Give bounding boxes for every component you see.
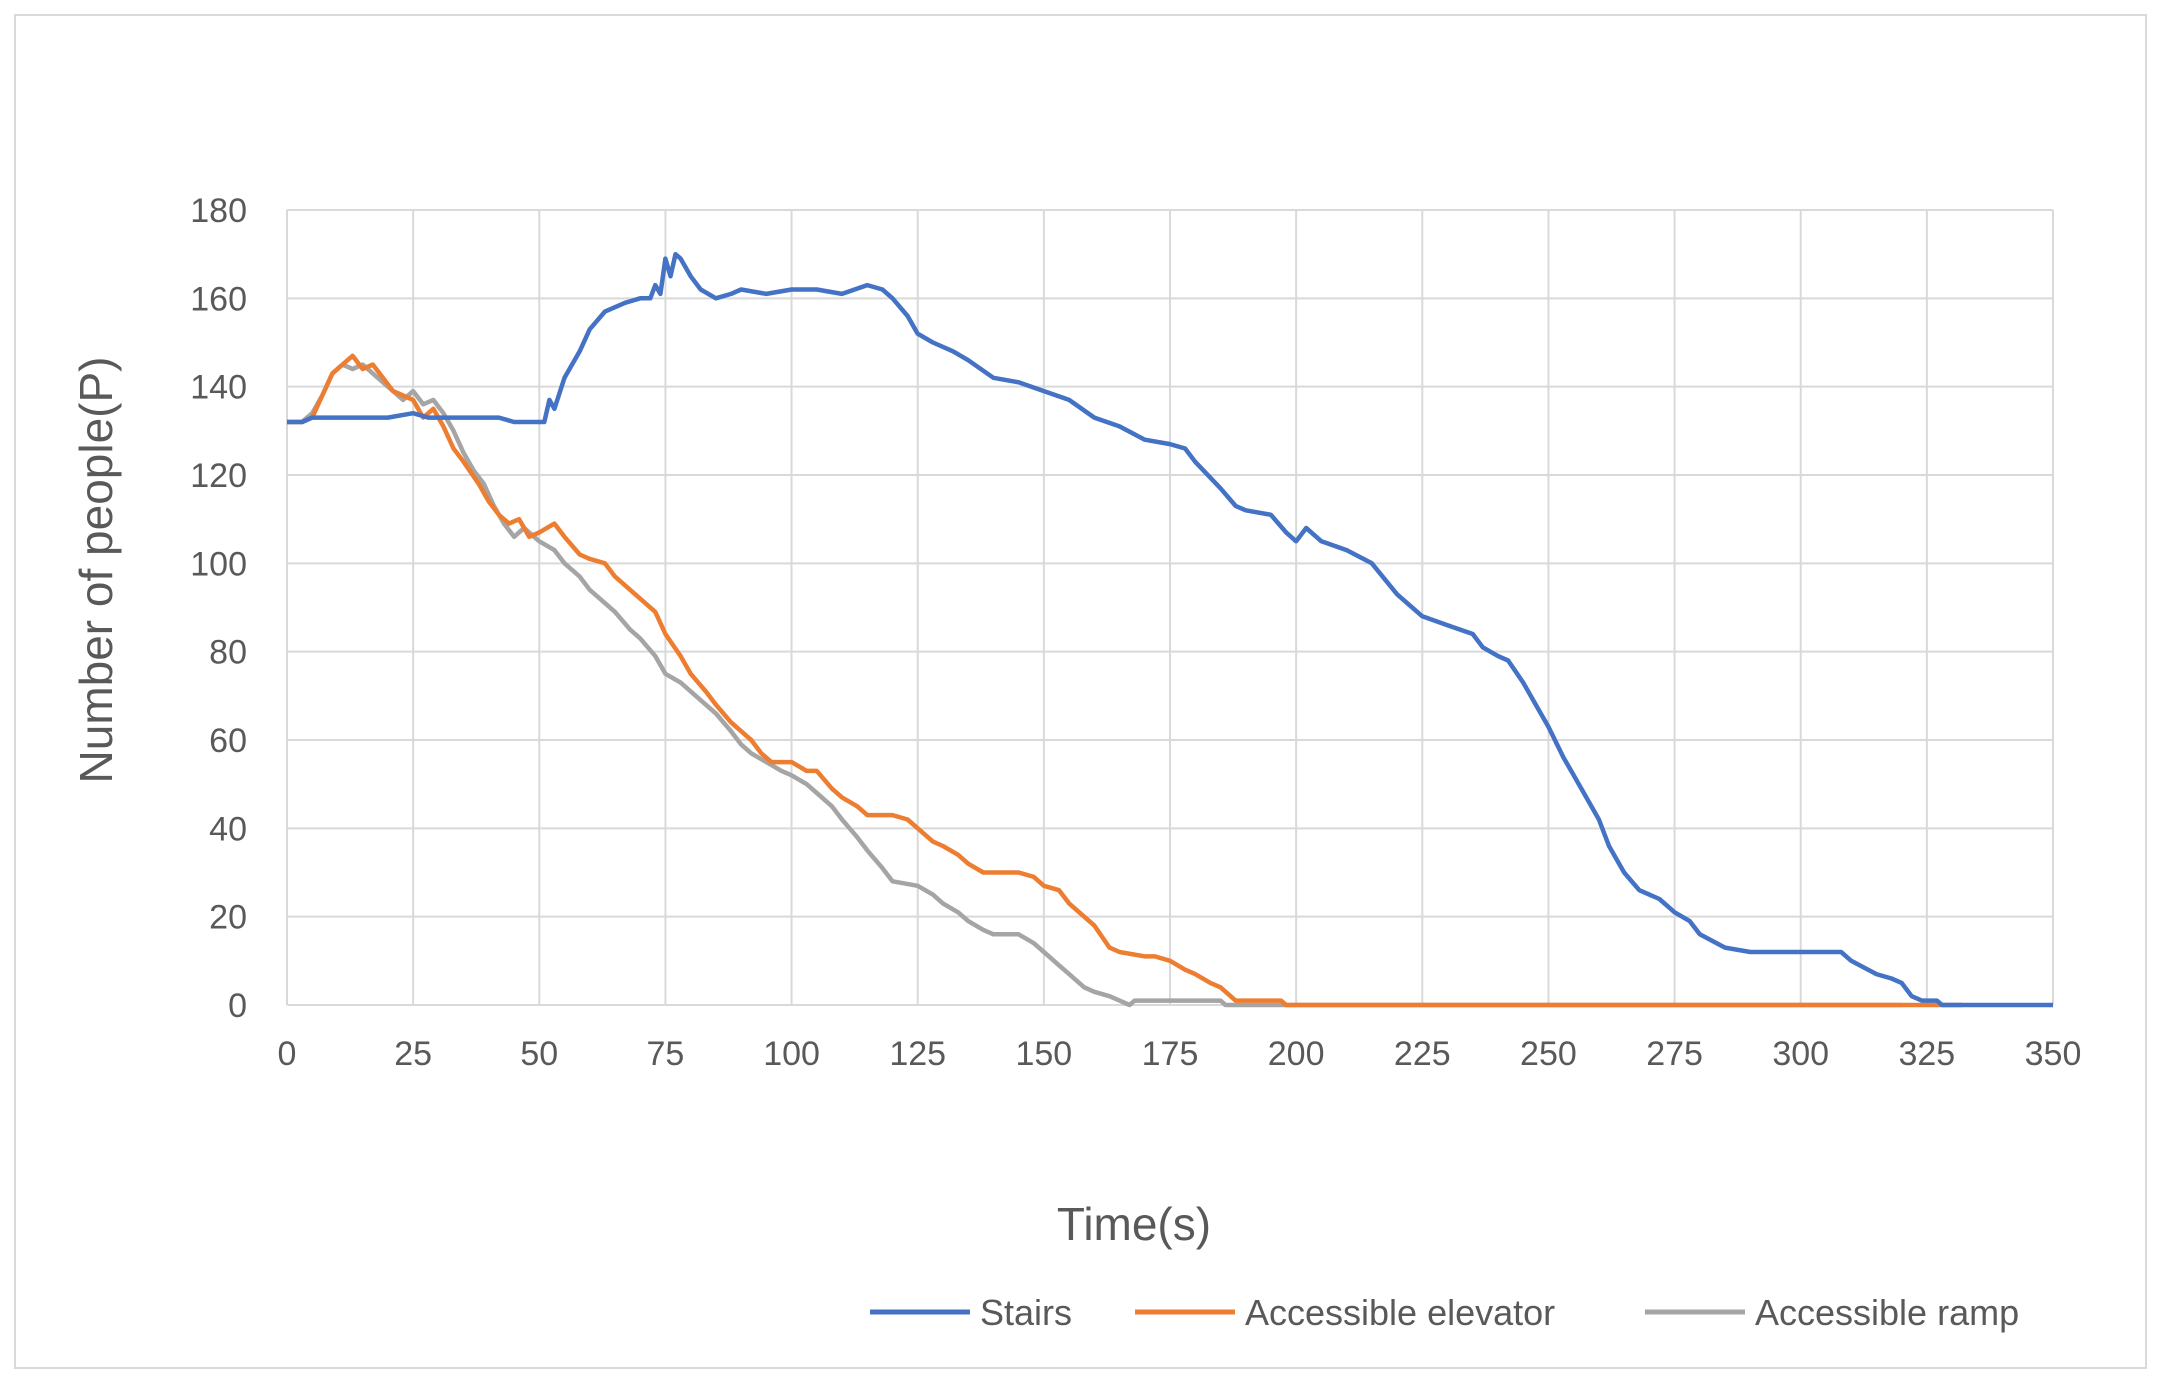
x-tick-label: 200: [1268, 1035, 1325, 1073]
y-axis-title: Number of people(P): [70, 357, 122, 784]
y-tick-label: 40: [209, 810, 247, 848]
legend: Stairs Accessible elevator Accessible ramp: [870, 1292, 2019, 1333]
series-line-stairs: [287, 251, 2053, 1008]
x-tick-label: 225: [1394, 1035, 1451, 1073]
x-tick-label: 100: [763, 1035, 820, 1073]
y-tick-label: 160: [190, 280, 247, 318]
x-tick-label: 325: [1898, 1035, 1955, 1073]
x-tick-label: 125: [889, 1035, 946, 1073]
y-tick-label: 80: [209, 634, 247, 672]
legend-label: Stairs: [980, 1292, 1072, 1333]
series-line-accessible-ramp: [287, 362, 1902, 1008]
x-tick-label: 0: [278, 1035, 297, 1073]
legend-label: Accessible ramp: [1755, 1292, 2019, 1333]
y-axis-ticks: 0 20 40 60 80 100 120 140 160 180: [190, 192, 247, 1025]
legend-label: Accessible elevator: [1245, 1292, 1555, 1333]
y-tick-label: 120: [190, 457, 247, 495]
y-tick-label: 180: [190, 192, 247, 230]
y-tick-label: 0: [228, 987, 247, 1025]
series-lines: [287, 251, 2053, 1008]
x-axis-ticks: 0 25 50 75 100 125 150 175 200 225 250 275 300 325 350: [278, 1035, 2082, 1073]
x-tick-label: 150: [1015, 1035, 1072, 1073]
x-tick-label: 75: [647, 1035, 685, 1073]
x-tick-label: 350: [2025, 1035, 2082, 1073]
x-tick-label: 250: [1520, 1035, 1577, 1073]
x-tick-label: 300: [1772, 1035, 1829, 1073]
series-line-accessible-elevator: [287, 353, 1963, 1008]
chart-frame: [14, 14, 2147, 1369]
x-tick-label: 25: [394, 1035, 432, 1073]
y-tick-label: 140: [190, 369, 247, 407]
x-tick-label: 275: [1646, 1035, 1703, 1073]
y-tick-label: 100: [190, 545, 247, 583]
x-tick-label: 50: [520, 1035, 558, 1073]
y-tick-label: 20: [209, 899, 247, 937]
gridlines: [286, 209, 2054, 1006]
x-axis-title: Time(s): [1057, 1198, 1211, 1250]
x-tick-label: 175: [1142, 1035, 1199, 1073]
y-tick-label: 60: [209, 722, 247, 760]
